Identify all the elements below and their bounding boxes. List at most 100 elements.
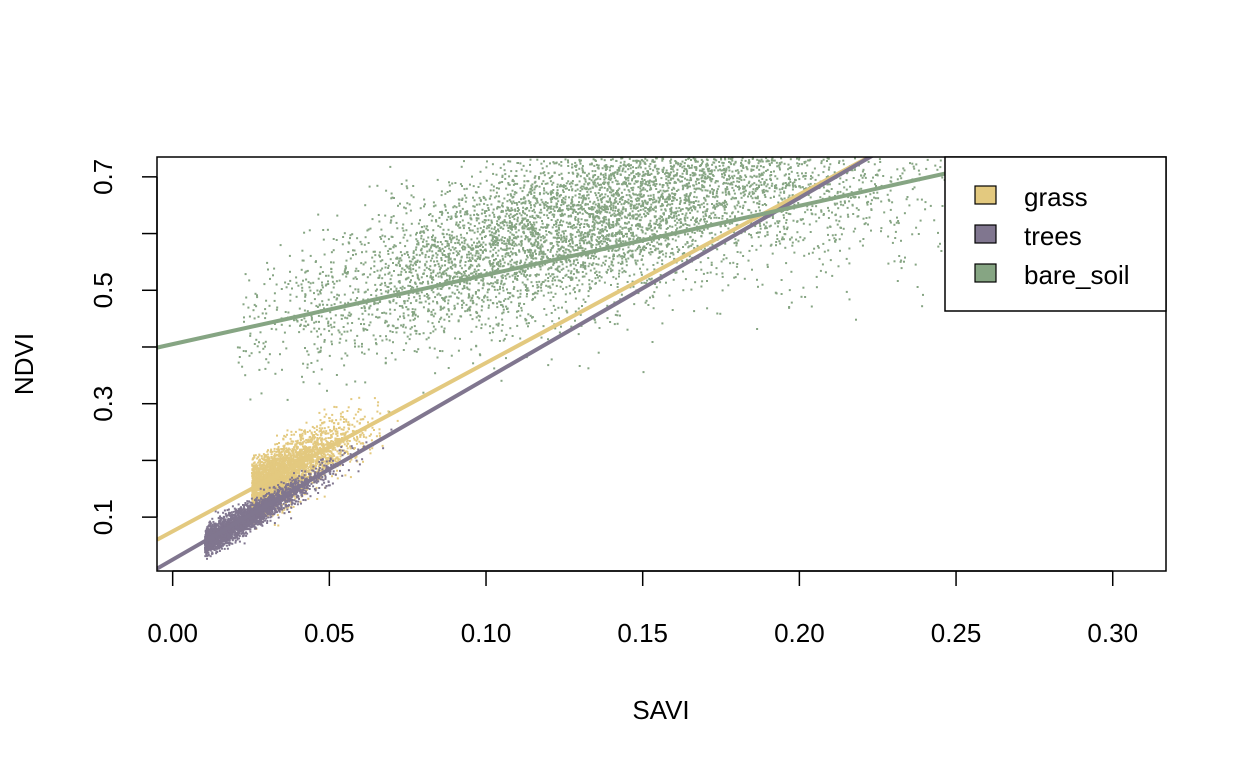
data-point <box>618 212 621 214</box>
data-point <box>559 208 562 211</box>
data-point <box>509 209 512 212</box>
data-point <box>346 317 349 320</box>
data-point <box>267 361 270 364</box>
data-point <box>435 252 438 255</box>
data-point <box>383 311 386 314</box>
data-point <box>516 162 519 164</box>
data-point <box>492 240 495 243</box>
data-point <box>570 238 573 241</box>
data-point <box>682 224 685 227</box>
data-point <box>769 177 772 180</box>
data-point <box>626 216 628 219</box>
data-point <box>369 304 372 307</box>
data-point <box>406 239 409 242</box>
data-point <box>559 194 562 197</box>
data-point <box>587 172 590 175</box>
data-point <box>704 175 707 178</box>
data-point <box>811 171 814 174</box>
data-point <box>433 244 435 247</box>
data-point <box>646 190 649 193</box>
data-point <box>560 281 563 284</box>
data-point <box>593 233 596 236</box>
data-point <box>603 219 606 222</box>
data-point <box>813 167 816 170</box>
data-point <box>562 197 565 199</box>
data-point <box>647 213 650 215</box>
data-point <box>260 392 263 395</box>
data-point <box>518 250 521 253</box>
data-point <box>393 285 396 288</box>
data-point <box>533 195 536 197</box>
data-point <box>557 244 560 247</box>
data-point <box>447 261 450 264</box>
data-point <box>550 266 553 269</box>
data-point <box>569 260 572 263</box>
data-point <box>722 176 725 179</box>
data-point <box>474 254 477 257</box>
data-point <box>457 253 460 256</box>
data-point <box>603 196 606 199</box>
data-point <box>429 269 432 272</box>
data-point <box>493 239 496 242</box>
data-point <box>787 212 790 215</box>
data-point <box>863 173 866 175</box>
data-point <box>564 300 567 303</box>
data-point <box>759 227 762 230</box>
data-point <box>731 186 734 189</box>
data-point <box>743 178 746 181</box>
data-point <box>726 203 729 206</box>
data-point <box>769 244 772 247</box>
data-point <box>661 219 664 222</box>
data-point <box>504 242 507 245</box>
data-point <box>618 201 621 203</box>
data-point <box>306 350 309 353</box>
data-point <box>508 216 511 219</box>
data-point <box>499 226 502 229</box>
data-point <box>758 175 761 178</box>
data-point <box>366 276 369 279</box>
data-point <box>497 230 500 233</box>
data-point <box>751 268 753 271</box>
data-point <box>317 293 320 296</box>
data-point <box>327 320 330 323</box>
data-point <box>644 188 647 191</box>
data-point <box>722 162 725 164</box>
data-point <box>695 187 698 190</box>
data-point <box>723 206 726 209</box>
data-point <box>620 191 623 194</box>
data-point <box>688 224 691 227</box>
data-point <box>265 312 268 315</box>
data-point <box>676 227 679 230</box>
data-point <box>941 176 944 179</box>
data-point <box>513 273 516 276</box>
data-point <box>514 208 517 211</box>
data-point <box>599 207 602 209</box>
data-point <box>456 288 459 291</box>
data-point <box>563 239 566 242</box>
data-point <box>555 284 558 287</box>
data-point <box>610 223 613 226</box>
data-point <box>515 263 518 266</box>
data-point <box>565 286 568 289</box>
data-point <box>758 173 761 176</box>
data-point <box>551 226 554 229</box>
data-point <box>806 208 809 211</box>
data-point <box>636 248 639 251</box>
data-point <box>715 192 718 195</box>
data-point <box>667 238 670 241</box>
data-point <box>434 296 437 299</box>
data-point <box>435 274 437 277</box>
data-point <box>547 338 549 341</box>
data-point <box>471 244 474 247</box>
data-point <box>578 180 581 183</box>
data-point <box>500 329 503 332</box>
data-point <box>564 293 567 296</box>
data-point <box>710 231 713 234</box>
data-point <box>557 200 560 203</box>
data-point <box>858 179 861 182</box>
data-point <box>647 172 650 175</box>
data-point <box>299 323 302 326</box>
data-point <box>790 170 793 173</box>
data-point <box>580 222 583 225</box>
data-point <box>574 161 577 164</box>
